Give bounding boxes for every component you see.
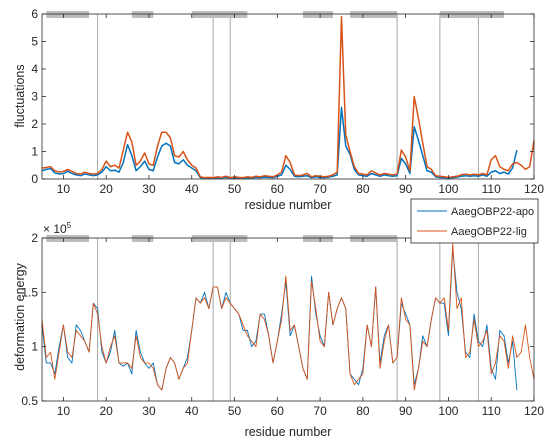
deformation-energy-plot-background [42, 238, 534, 401]
deformation-energy-x-tick-label-70: 70 [313, 404, 327, 418]
fluctuations-y-tick-label-5: 5 [31, 35, 38, 49]
fluctuations-x-axis-label: residue number [245, 198, 332, 212]
deformation-energy-y-tick-label-0: 0.5 [21, 394, 38, 408]
deformation-energy-y-axis-label: deformation energy [13, 262, 27, 370]
fluctuations-y-tick-label-2: 2 [31, 117, 38, 131]
fluctuations-x-tick-label-20: 20 [99, 182, 113, 196]
fluctuations-x-tick-label-100: 100 [438, 182, 458, 196]
deformation-energy-axes-box [41, 237, 535, 402]
deformation-energy-panel: 10 20 30 40 50 60 70 80 90 100 110 120 0.5 1 1.5 2 resi… [13, 221, 544, 439]
fluctuations-structure-segment-5 [439, 11, 505, 18]
deformation-energy-y-tick-label-2: 1.5 [21, 285, 38, 299]
fluctuations-y-tick-label-6: 6 [31, 7, 38, 21]
y-axis-exponent: × 105 [43, 221, 72, 236]
fluctuations-x-tick-label-70: 70 [313, 182, 327, 196]
fluctuations-x-tick-label-60: 60 [271, 182, 285, 196]
fluctuations-x-tick-label-10: 10 [57, 182, 71, 196]
fluctuations-y-tick-label-3: 3 [31, 90, 38, 104]
deformation-energy-x-tick-label-50: 50 [228, 404, 242, 418]
fluctuations-x-tick-label-50: 50 [228, 182, 242, 196]
deformation-energy-plot-area: 10 20 30 40 50 60 70 80 90 100 110 120 0.5 1 1.5 2 [21, 231, 544, 418]
fluctuations-y-tick-label-1: 1 [31, 145, 38, 159]
deformation-energy-x-tick-label-10: 10 [57, 404, 71, 418]
deformation-energy-x-tick-label-20: 20 [99, 404, 113, 418]
deformation-energy-x-tick-label-30: 30 [142, 404, 156, 418]
legend-apo-label: AaegOBP22-apo [451, 206, 534, 218]
fluctuations-panel: 10 20 30 40 50 60 70 80 90 100 110 120 0 1 2 3 4 5 6 resid… [13, 7, 544, 212]
deformation-energy-y-tick-label-3: 2 [31, 231, 38, 245]
fluctuations-y-axis-label: fluctuations [13, 64, 27, 127]
fluctuations-structure-segment-2 [191, 11, 248, 18]
deformation-energy-y-tick-label-1: 1 [31, 340, 38, 354]
deformation-energy-x-tick-label-110: 110 [482, 404, 501, 418]
fluctuations-structure-segment-0 [46, 11, 90, 18]
deformation-energy-x-tick-label-100: 100 [438, 404, 458, 418]
deformation-energy-structure-segment-4 [350, 235, 398, 242]
deformation-energy-x-tick-label-40: 40 [185, 404, 199, 418]
fluctuations-x-tick-label-110: 110 [482, 182, 501, 196]
fluctuations-structure-segment-3 [302, 11, 333, 18]
deformation-energy-x-tick-label-90: 90 [399, 404, 413, 418]
fluctuations-plot-area: 10 20 30 40 50 60 70 80 90 100 110 120 0 1 2 3 4 5 6 [31, 7, 544, 196]
fluctuations-y-tick-label-4: 4 [31, 62, 38, 76]
deformation-energy-structure-segment-3 [302, 235, 333, 242]
legend: AaegOBP22-apo AaegOBP22-lig [410, 198, 539, 244]
fluctuations-structure-segment-4 [350, 11, 398, 18]
fluctuations-series-lig-line [41, 16, 535, 179]
y-axis-exponent-power: 5 [67, 221, 72, 230]
legend-box [410, 198, 539, 244]
fluctuations-y-tick-label-0: 0 [31, 172, 38, 186]
deformation-energy-x-tick-label-60: 60 [271, 404, 285, 418]
fluctuations-x-tick-label-90: 90 [399, 182, 413, 196]
deformation-energy-structure-segment-1 [131, 235, 154, 242]
deformation-energy-series-lig-line [41, 242, 535, 391]
fluctuations-x-tick-label-30: 30 [142, 182, 156, 196]
fluctuations-series-apo-line [41, 106, 518, 179]
fluctuations-structure-segment-1 [131, 11, 154, 18]
deformation-energy-x-tick-label-80: 80 [356, 404, 370, 418]
fluctuations-x-tick-label-40: 40 [185, 182, 199, 196]
deformation-energy-structure-segment-2 [191, 235, 248, 242]
deformation-energy-x-tick-label-120: 120 [524, 404, 544, 418]
deformation-energy-structure-segment-0 [46, 235, 90, 242]
fluctuations-plot-background [42, 14, 534, 179]
deformation-energy-x-axis-label: residue number [245, 425, 332, 439]
legend-lig-label: AaegOBP22-lig [451, 226, 527, 238]
y-axis-exponent-base: × 10 [43, 222, 67, 236]
fluctuations-x-tick-label-120: 120 [524, 182, 544, 196]
fluctuations-x-tick-label-80: 80 [356, 182, 370, 196]
